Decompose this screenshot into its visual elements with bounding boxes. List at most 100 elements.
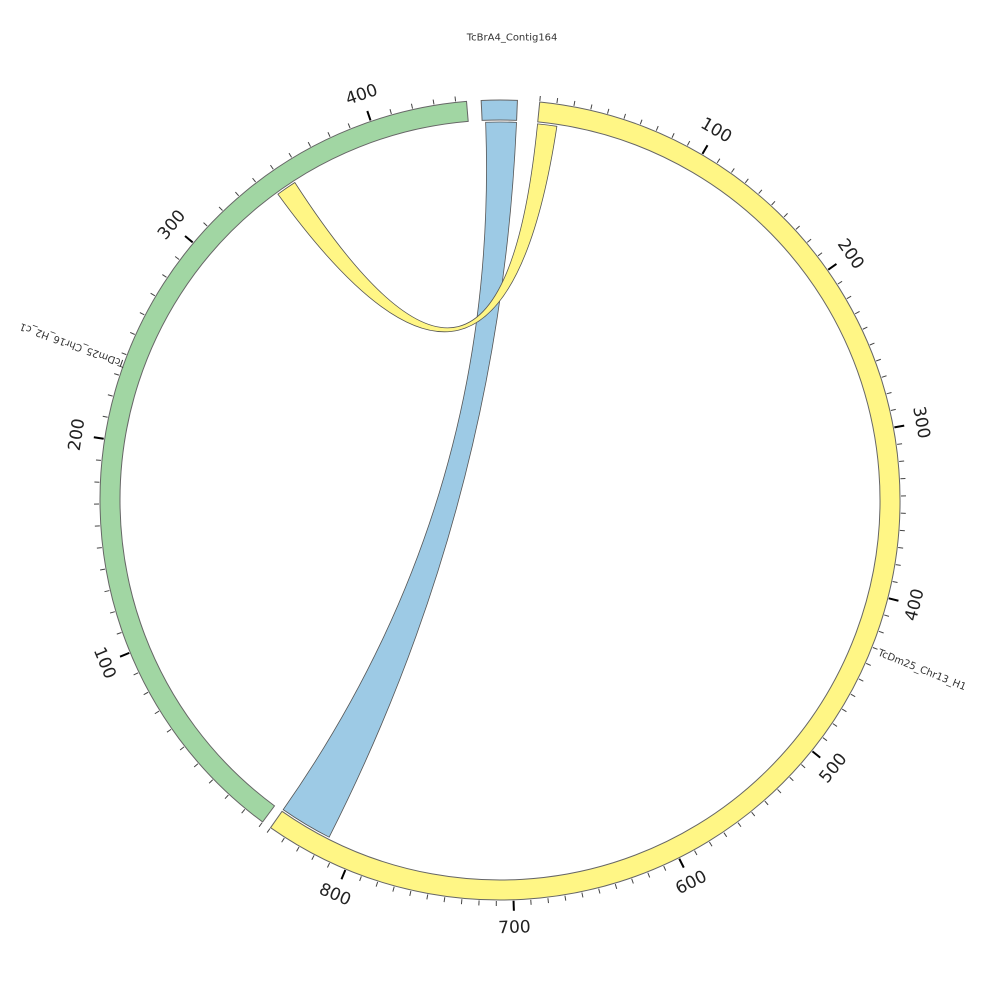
tick-mark-chr16-410: [389, 109, 392, 115]
tick-mark-chr13-780: [375, 881, 379, 887]
tick-label-chr13-700: 700: [498, 917, 531, 938]
tick-mark-chr13-790: [359, 876, 362, 882]
tick-mark-chr13-250: [869, 342, 875, 346]
tick-mark-chr13-470: [841, 708, 847, 713]
tick-mark-chr16-400: [366, 110, 372, 121]
tick-mark-chr13-590: [694, 850, 698, 856]
tick-mark-chr13-220: [846, 295, 852, 300]
tick-mark-chr16-50: [179, 746, 185, 751]
tick-mark-chr13-650: [598, 888, 601, 894]
tick-mark-chr13-280: [886, 392, 892, 395]
tick-label-chr16-200: 200: [65, 417, 90, 452]
tick-mark-chr16-380: [327, 132, 331, 138]
tick-mark-chr16-80: [143, 691, 149, 696]
tick-mark-chr16-200: [93, 436, 104, 440]
tick-mark-chr16-140: [100, 568, 106, 571]
tick-label-chr13-200: 200: [833, 235, 868, 273]
tick-mark-chr13-680: [547, 898, 549, 904]
tick-mark-chr13-310: [897, 443, 903, 445]
tick-mark-chr13-60: [639, 119, 643, 125]
tick-mark-chr13-120: [731, 168, 735, 173]
tick-mark-chr13-460: [850, 693, 856, 698]
tick-mark-chr13-100: [701, 144, 709, 155]
tick-mark-chr13-70: [655, 125, 659, 131]
tick-mark-chr16-250: [129, 331, 135, 335]
tick-mark-chr13-500: [811, 750, 821, 759]
tick-mark-chr16-130: [104, 590, 110, 593]
tick-mark-chr13-90: [686, 140, 691, 146]
tick-mark-chr13-410: [884, 614, 890, 617]
tick-mark-chr13-530: [777, 789, 782, 794]
tick-mark-chr13-560: [737, 822, 742, 828]
tick-mark-chr13-630: [631, 878, 634, 884]
tick-mark-chr16-150: [96, 547, 102, 549]
tick-mark-chr16-440: [454, 96, 457, 102]
tick-mark-chr13-850: [266, 828, 271, 833]
segment-chr16: [99, 100, 469, 823]
tick-mark-chr13-440: [866, 662, 871, 666]
tick-label-chr13-500: 500: [816, 749, 852, 787]
tick-layer: [93, 95, 906, 911]
tick-mark-chr16-0: [258, 822, 263, 828]
tick-mark-chr16-270: [150, 292, 156, 297]
tick-mark-chr13-150: [771, 200, 776, 206]
tick-mark-chr13-170: [795, 225, 800, 230]
tick-mark-chr13-610: [663, 865, 667, 871]
chromosome-ring: [99, 99, 901, 901]
tick-mark-chr13-50: [623, 113, 627, 119]
tick-mark-chr16-350: [270, 164, 274, 170]
link-layer: [277, 121, 558, 838]
tick-mark-chr13-450: [858, 678, 864, 682]
tick-mark-chr13-750: [426, 894, 429, 900]
tick-mark-chr16-360: [288, 152, 293, 158]
tick-mark-chr13-210: [837, 280, 843, 285]
tick-mark-chr13-660: [581, 892, 584, 898]
tick-mark-chr13-240: [862, 326, 868, 330]
tick-mark-chr13-420: [878, 630, 884, 634]
tick-mark-chr13-820: [311, 855, 315, 860]
tick-mark-chr13-640: [614, 883, 618, 890]
tick-mark-chr13-160: [783, 213, 788, 218]
tick-mark-chr13-830: [296, 846, 300, 852]
tick-mark-chr16-210: [102, 415, 108, 418]
tick-mark-chr13-400: [888, 597, 899, 602]
tick-mark-chr16-280: [162, 274, 167, 278]
tick-label-chr13-100: 100: [697, 114, 735, 148]
tick-mark-chr13-300: [894, 424, 905, 429]
tick-mark-chr16-370: [307, 141, 311, 147]
tick-mark-chr16-420: [410, 103, 414, 109]
tick-mark-chr13-740: [443, 897, 446, 903]
tick-mark-chr13-770: [392, 886, 395, 892]
tick-mark-chr16-90: [133, 672, 139, 676]
tick-mark-chr16-330: [235, 191, 240, 197]
tick-mark-chr13-760: [409, 890, 412, 896]
tick-mark-chr13-390: [892, 581, 898, 584]
tick-mark-chr13-430: [872, 647, 878, 650]
tick-mark-chr13-130: [744, 178, 749, 184]
tick-label-chr16-300: 300: [154, 206, 190, 244]
tick-mark-chr13-490: [822, 737, 828, 742]
tick-mark-chr13-80: [671, 133, 675, 138]
tick-mark-chr13-620: [647, 872, 651, 878]
tick-label-chr13-800: 800: [316, 879, 354, 910]
tick-mark-chr13-480: [832, 723, 838, 727]
tick-mark-chr13-40: [607, 108, 610, 114]
tick-mark-chr13-200: [827, 263, 838, 271]
tick-mark-chr16-240: [121, 352, 127, 356]
tick-mark-chr16-340: [252, 177, 257, 183]
tick-mark-chr13-540: [764, 800, 769, 806]
tick-label-chr13-600: 600: [672, 867, 710, 899]
tick-label-chr16-100: 100: [89, 644, 120, 682]
chromosome-label-chr13: TcDm25_Chr13_H1: [875, 647, 967, 693]
tick-mark-chr13-580: [708, 841, 713, 847]
tick-mark-chr13-110: [716, 158, 721, 164]
tick-label-chr13-400: 400: [901, 587, 928, 623]
tick-mark-chr16-220: [107, 394, 113, 397]
tick-mark-chr16-320: [218, 206, 223, 211]
tick-mark-chr16-260: [139, 312, 145, 316]
tick-mark-chr16-110: [116, 631, 122, 635]
link-ribbon-1: [277, 123, 558, 333]
tick-mark-chr16-290: [174, 256, 180, 260]
tick-mark-chr13-520: [789, 776, 794, 782]
